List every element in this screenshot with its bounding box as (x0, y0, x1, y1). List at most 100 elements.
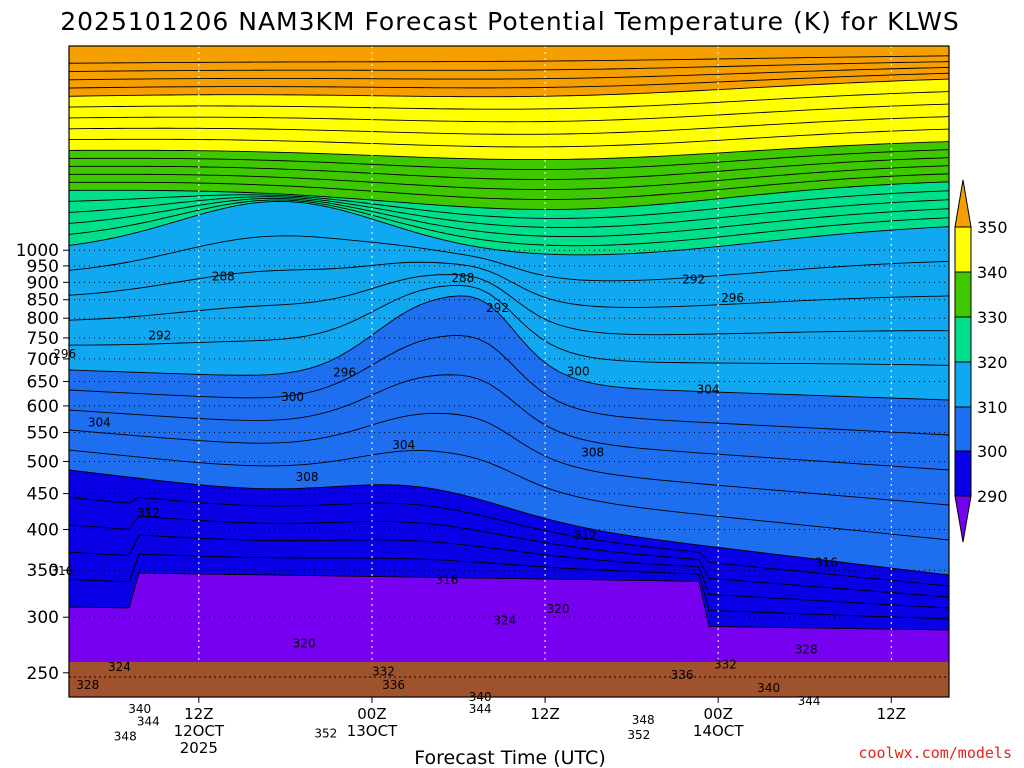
contour-310 (69, 295, 949, 401)
y-tick-label: 600 (27, 397, 59, 417)
color-bands (69, 46, 949, 697)
contour-326 (69, 196, 949, 228)
contour-label: 308 (581, 445, 604, 459)
contour-label-text: 332 (372, 665, 395, 679)
contour-label: 300 (281, 390, 304, 404)
contour-label: 332 (372, 665, 395, 679)
contour-316 (69, 261, 949, 308)
contour-label: 292 (682, 273, 705, 287)
contour-label-text: 296 (53, 347, 76, 361)
contour-label-text: 348 (114, 729, 137, 743)
x-axis-label: Forecast Time (UTC) (414, 747, 605, 768)
x-tick-label: 00Z (703, 705, 732, 723)
x-tick-label: 12Z (530, 705, 559, 723)
contour-340 (69, 141, 949, 161)
y-tick-label: 800 (27, 309, 59, 329)
contour-label: 304 (697, 383, 720, 397)
contour-label-text: 344 (137, 715, 160, 729)
contour-label-text: 320 (547, 602, 570, 616)
colorbar-segment (954, 226, 972, 273)
contour-label: 336 (671, 668, 694, 682)
contour-296 (69, 515, 949, 598)
contour-348 (69, 91, 949, 110)
contour-label-text: 312 (574, 529, 597, 543)
contour-label-text: 348 (632, 713, 655, 727)
contour-label-text: 300 (567, 364, 590, 378)
contour-label-text: 328 (76, 678, 99, 692)
colorbar-tick-label: 290 (977, 487, 1008, 506)
y-tick-label: 750 (27, 329, 59, 349)
contour-322 (69, 199, 949, 247)
contour-label-text: 324 (108, 660, 131, 674)
contour-label: 296 (721, 291, 744, 305)
contour-label-text: 300 (281, 390, 304, 404)
x-tick-label: 12Z (877, 705, 906, 723)
x-tick-label: 13OCT (347, 722, 398, 740)
y-tick-label: 650 (27, 373, 59, 393)
contour-label: 288 (451, 271, 474, 285)
colorbar: 350 340 330 320 310 300 290 (954, 179, 1008, 543)
contour-label-text: 288 (212, 269, 235, 283)
contour-label: 292 (486, 301, 509, 315)
contour-label-text: 352 (314, 726, 337, 740)
contour-320 (69, 200, 949, 256)
contour-328 (69, 190, 949, 219)
chart-title: 2025101206 NAM3KM Forecast Potential Tem… (60, 7, 960, 36)
contour-label: 328 (795, 642, 818, 656)
contour-314 (69, 274, 949, 336)
plot-frame (68, 45, 950, 698)
contour-label: 324 (108, 660, 131, 674)
contour-label: 300 (567, 364, 590, 378)
colorbar-tick-label: 310 (977, 398, 1008, 417)
band-310 (69, 201, 949, 400)
x-tick-label: 00Z (357, 705, 386, 723)
y-axis: 2503003504004505005506006507007508008509… (16, 241, 69, 684)
contour-label: 320 (547, 602, 570, 616)
contour-label: 320 (293, 637, 316, 651)
contour-label: 312 (574, 529, 597, 543)
contour-306 (69, 374, 949, 471)
contour-298 (69, 496, 949, 587)
y-tick-label: 850 (27, 291, 59, 311)
contour-label-text: 292 (148, 328, 171, 342)
contour-300 (69, 469, 949, 576)
contour-label-text: 304 (392, 438, 415, 452)
contour-label: 352 (627, 728, 650, 742)
y-tick-label: 450 (27, 485, 59, 505)
contour-label-text: 296 (721, 291, 744, 305)
contour-label-text: 308 (296, 470, 319, 484)
contour-label-text: 316 (50, 564, 73, 578)
y-tick-label: 700 (27, 350, 59, 370)
contour-label-text: 320 (293, 637, 316, 651)
contour-label-text: 324 (493, 613, 516, 627)
contour-304 (69, 412, 949, 506)
contour-336 (69, 157, 949, 180)
contour-label: 340 (128, 702, 151, 716)
colorbar-segment (954, 450, 972, 497)
contour-label-text: 316 (815, 555, 838, 569)
colorbar-bottom-arrow (954, 495, 972, 543)
contour-label: 340 (757, 681, 780, 695)
credit-text: coolwx.com/models (858, 744, 1012, 762)
y-tick-label: 300 (27, 608, 59, 628)
colorbar-tick-label: 350 (977, 218, 1008, 237)
colorbar-segment (954, 271, 972, 318)
contour-label-text: 296 (333, 365, 356, 379)
contour-label-text: 336 (671, 668, 694, 682)
contour-290 (69, 572, 949, 631)
contour-label-text: 308 (581, 445, 604, 459)
colorbar-segment (954, 361, 972, 408)
contour-label-text: 292 (486, 301, 509, 315)
contour-label: 344 (798, 694, 821, 708)
contour-label-text: 340 (128, 702, 151, 716)
contour-label: 348 (632, 713, 655, 727)
contour-label-text: 344 (798, 694, 821, 708)
contour-label: 348 (114, 729, 137, 743)
contour-label-text: 292 (682, 273, 705, 287)
y-tick-label: 250 (27, 664, 59, 684)
contour-352 (69, 72, 949, 89)
contour-312 (69, 284, 949, 366)
y-tick-label: 900 (27, 273, 59, 293)
